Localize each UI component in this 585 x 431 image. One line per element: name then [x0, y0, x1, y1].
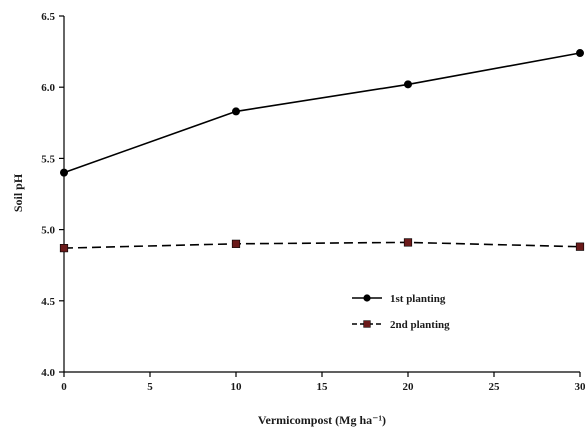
- x-tick-label: 5: [147, 381, 153, 393]
- legend-label: 1st planting: [390, 293, 446, 305]
- series-line: [63, 52, 581, 174]
- y-tick-label: 6.0: [41, 82, 55, 94]
- y-tick-label: 4.0: [41, 367, 55, 379]
- legend-marker: [363, 294, 371, 302]
- y-tick-label: 5.5: [41, 153, 55, 165]
- series-layer: [59, 49, 585, 253]
- y-tick-label: 5.0: [41, 225, 55, 237]
- legend-marker: [363, 320, 371, 328]
- legend: 1st planting 2nd planting: [352, 293, 450, 331]
- data-point: [403, 238, 413, 247]
- x-axis-title: Vermicompost (Mg ha⁻¹): [258, 413, 386, 427]
- y-tick-label: 4.5: [41, 296, 55, 308]
- series-2: [59, 238, 585, 253]
- y-axis-title: Soil pH: [11, 173, 25, 212]
- x-tick-label: 10: [231, 381, 243, 393]
- legend-label: 2nd planting: [390, 319, 450, 331]
- legend-item-1: 1st planting: [352, 293, 446, 305]
- x-tick-label: 20: [403, 381, 415, 393]
- series-line: [63, 241, 581, 249]
- data-point: [404, 80, 412, 89]
- x-tick-label: 30: [575, 381, 585, 393]
- x-tick-label: 0: [61, 381, 67, 393]
- data-point: [576, 49, 584, 58]
- data-point: [60, 168, 68, 177]
- axes: 4.0 4.5 5.0 5.5 6.0 6.5 0 5 10 15 20 25 30: [41, 11, 585, 393]
- data-point: [59, 244, 69, 253]
- data-point: [232, 107, 240, 116]
- y-tick-label: 6.5: [41, 11, 55, 23]
- x-tick-label: 15: [317, 381, 329, 393]
- data-point: [231, 239, 241, 248]
- series-1: [60, 49, 584, 177]
- legend-item-2: 2nd planting: [352, 319, 450, 331]
- data-point: [575, 242, 585, 251]
- x-tick-label: 25: [489, 381, 501, 393]
